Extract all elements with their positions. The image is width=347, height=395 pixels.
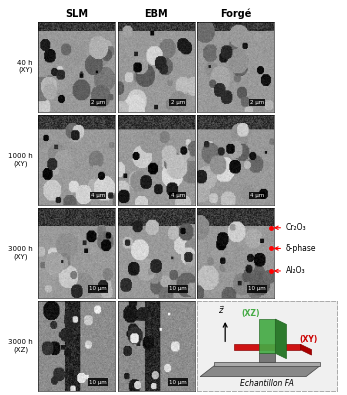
Text: Cr₂O₃: Cr₂O₃ (275, 223, 307, 232)
Polygon shape (259, 319, 275, 353)
Text: (XZ): (XZ) (241, 309, 260, 318)
Text: δ-phase: δ-phase (275, 244, 316, 253)
Text: 3000 h
(XZ): 3000 h (XZ) (8, 339, 33, 353)
Text: 2 µm: 2 µm (250, 100, 264, 105)
Text: 2 µm: 2 µm (170, 100, 185, 105)
Text: 10 µm: 10 µm (89, 380, 107, 385)
Text: EBM: EBM (144, 9, 168, 19)
Text: 4 µm: 4 µm (91, 193, 105, 198)
Text: SLM: SLM (65, 9, 88, 19)
Polygon shape (234, 344, 301, 350)
Text: Al₂O₃: Al₂O₃ (275, 267, 306, 275)
Text: 2 µm: 2 µm (91, 100, 105, 105)
Text: Forgé: Forgé (220, 8, 252, 19)
Polygon shape (200, 366, 320, 377)
Text: 10 µm: 10 µm (169, 286, 187, 292)
Text: 3000 h
(XY): 3000 h (XY) (8, 246, 33, 260)
Text: $\vec{z}$: $\vec{z}$ (218, 305, 225, 316)
Polygon shape (259, 353, 275, 362)
Polygon shape (275, 319, 287, 359)
Text: 4 µm: 4 µm (170, 193, 185, 198)
Text: 40 h
(XY): 40 h (XY) (17, 60, 33, 73)
Text: 10 µm: 10 µm (89, 286, 107, 292)
Text: 4 µm: 4 µm (250, 193, 264, 198)
Polygon shape (301, 344, 312, 355)
Text: (XY): (XY) (299, 335, 318, 344)
Text: 10 µm: 10 µm (169, 380, 187, 385)
Polygon shape (214, 362, 320, 366)
Text: 1000 h
(XY): 1000 h (XY) (8, 153, 33, 167)
Text: Echantillon FA: Echantillon FA (240, 379, 294, 388)
Text: 10 µm: 10 µm (248, 286, 266, 292)
